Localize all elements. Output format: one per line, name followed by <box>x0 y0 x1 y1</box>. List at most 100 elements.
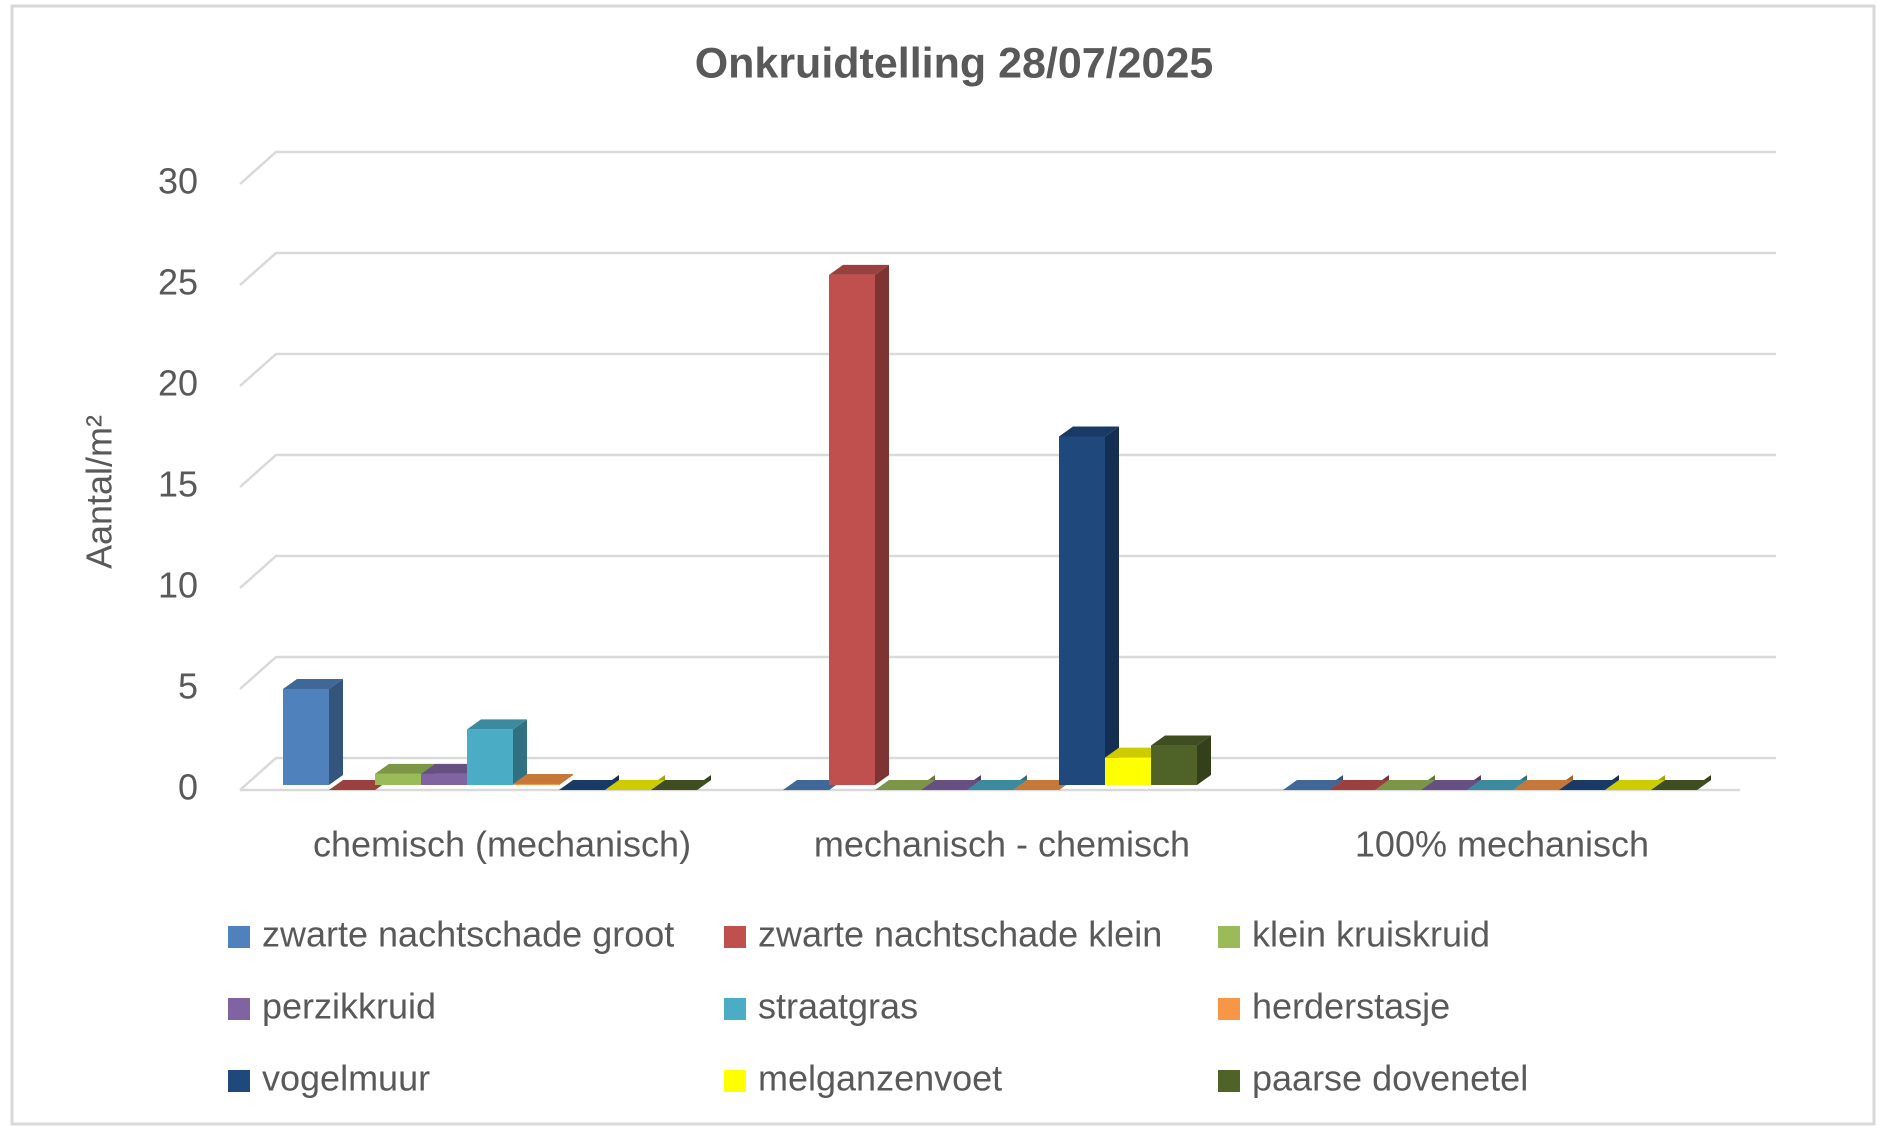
bar-side <box>329 679 343 785</box>
bar-top <box>421 763 481 774</box>
grid-line <box>239 352 1776 387</box>
bar-side <box>875 264 889 785</box>
bar-top <box>1013 780 1073 790</box>
bar-top <box>605 780 665 790</box>
bar-front <box>421 773 467 785</box>
legend-label: klein kruiskruid <box>1252 914 1490 955</box>
legend-label: zwarte nachtschade klein <box>758 914 1162 955</box>
bar-top <box>1375 780 1435 790</box>
legend-label: vogelmuur <box>262 1058 430 1099</box>
y-tick-label: 10 <box>158 565 198 606</box>
bar <box>513 773 573 785</box>
bar <box>1375 775 1435 790</box>
bar-top <box>559 780 619 790</box>
legend-swatch <box>724 1070 746 1092</box>
bar-top <box>467 719 527 730</box>
bar <box>1651 775 1711 790</box>
legend-swatch <box>724 998 746 1020</box>
bar-side <box>513 719 527 785</box>
bar-top <box>513 773 573 784</box>
y-tick-label: 15 <box>158 464 198 505</box>
bar-top <box>783 780 843 790</box>
x-tick-label: chemisch (mechanisch) <box>313 824 691 865</box>
grid-line <box>239 655 1776 690</box>
bar-front <box>1105 757 1151 785</box>
bar <box>1151 735 1211 785</box>
legend-swatch <box>1218 1070 1240 1092</box>
bar-top <box>651 780 711 790</box>
bar <box>875 775 935 790</box>
grid-line <box>239 453 1776 488</box>
bar-top <box>1605 780 1665 790</box>
legend-label: melganzenvoet <box>758 1058 1002 1099</box>
bar <box>1559 775 1619 790</box>
y-tick-label: 20 <box>158 363 198 404</box>
y-tick-label: 5 <box>178 666 198 707</box>
bar-front <box>467 729 513 785</box>
bar-top <box>375 763 435 774</box>
grid-line <box>239 251 1776 286</box>
bar <box>559 775 619 790</box>
bar-side <box>559 773 573 785</box>
bar-top <box>921 780 981 790</box>
x-tick-label: 100% mechanisch <box>1355 824 1649 865</box>
bar <box>829 264 889 785</box>
bar-front <box>829 274 875 785</box>
bar <box>605 775 665 790</box>
legend-label: paarse dovenetel <box>1252 1058 1528 1099</box>
bar-front <box>283 689 329 785</box>
grid-line <box>239 756 1776 791</box>
bar-front <box>375 773 421 785</box>
y-tick-label: 25 <box>158 262 198 303</box>
legend-swatch <box>228 926 250 948</box>
bar <box>1283 775 1343 790</box>
bar-top <box>283 679 343 689</box>
bar-top <box>875 780 935 790</box>
bar-top <box>1105 747 1165 758</box>
bar <box>651 775 711 790</box>
legend-swatch <box>228 1070 250 1092</box>
bar-top <box>967 780 1027 790</box>
bar-top <box>1559 780 1619 790</box>
bar <box>283 679 343 785</box>
bar <box>1605 775 1665 790</box>
y-axis-label: Aantal/m² <box>79 415 120 569</box>
bar-side <box>1197 735 1211 785</box>
bar <box>1329 775 1389 790</box>
bar-top <box>1513 780 1573 790</box>
bar <box>1513 775 1573 790</box>
legend-label: perzikkruid <box>262 986 436 1027</box>
x-tick-label: mechanisch - chemisch <box>814 824 1190 865</box>
bar-top <box>1421 780 1481 790</box>
legend-label: straatgras <box>758 986 918 1027</box>
legend-swatch <box>228 998 250 1020</box>
bar <box>967 775 1027 790</box>
bar <box>1059 426 1119 785</box>
legend-swatch <box>724 926 746 948</box>
legend-label: herderstasje <box>1252 986 1450 1027</box>
legend-swatch <box>1218 926 1240 948</box>
bar-top <box>1283 780 1343 790</box>
bar <box>1467 775 1527 790</box>
bar-top <box>329 780 389 790</box>
y-tick-label: 30 <box>158 161 198 202</box>
y-tick-label: 0 <box>178 767 198 808</box>
bar-front <box>1151 745 1197 785</box>
bar-top <box>829 264 889 275</box>
bar <box>1421 775 1481 790</box>
bar <box>467 719 527 785</box>
grid-line <box>239 554 1776 589</box>
bar-top <box>1059 426 1119 437</box>
legend-swatch <box>1218 998 1240 1020</box>
bar-top <box>1651 780 1711 790</box>
chart-border <box>10 4 1876 1126</box>
bar-side <box>1105 426 1119 785</box>
chart-title: Onkruidtelling 28/07/2025 <box>695 39 1214 87</box>
bar-front <box>513 783 559 785</box>
grid-line <box>239 150 1776 185</box>
bar-top <box>1329 780 1389 790</box>
bar-top <box>1151 735 1211 746</box>
bar-front <box>1059 436 1105 785</box>
bar <box>921 775 981 790</box>
